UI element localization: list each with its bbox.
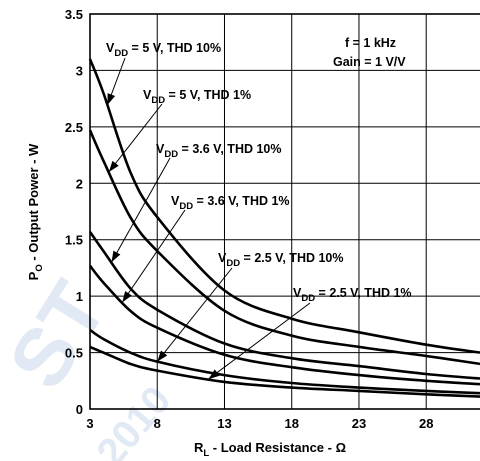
leader-line bbox=[156, 267, 233, 362]
series-line bbox=[88, 264, 480, 386]
series-line bbox=[88, 129, 480, 366]
x-tick-label: 23 bbox=[352, 416, 366, 431]
y-tick-label: 3.5 bbox=[65, 7, 83, 22]
y-axis-title-sub: O bbox=[34, 264, 45, 271]
series-line bbox=[89, 345, 480, 398]
y-tick-label: 1.5 bbox=[65, 233, 83, 248]
watermark-text: 2010 bbox=[89, 378, 180, 461]
leader-line bbox=[121, 209, 186, 303]
x-tick-label: 8 bbox=[154, 416, 161, 431]
y-tick-label: 2 bbox=[76, 176, 83, 191]
watermark-text: ST bbox=[0, 267, 125, 404]
series-line bbox=[88, 58, 480, 354]
leader-line bbox=[208, 302, 311, 380]
leader-arrowhead bbox=[107, 93, 116, 105]
x-tick-label: 18 bbox=[284, 416, 298, 431]
leader-line bbox=[108, 103, 163, 173]
x-axis-title: RL - Load Resistance - Ω bbox=[194, 440, 346, 459]
y-tick-label: 3 bbox=[76, 63, 83, 78]
series-label: VDD = 3.6 V, THD 10% bbox=[156, 142, 282, 160]
series-curves bbox=[88, 58, 480, 398]
annotation-frequency: f = 1 kHz bbox=[345, 36, 396, 50]
leader-arrowhead bbox=[122, 291, 132, 303]
leader-arrowhead bbox=[157, 350, 168, 362]
gridlines bbox=[90, 14, 480, 409]
series-line bbox=[88, 231, 480, 380]
leader-line bbox=[111, 157, 171, 263]
y-axis-title-rest: - Output Power - W bbox=[26, 143, 41, 264]
y-tick-label: 0.5 bbox=[65, 346, 83, 361]
series-label: VDD = 5 V, THD 10% bbox=[106, 41, 221, 59]
leader-arrowhead bbox=[208, 369, 220, 380]
y-tick-label: 1 bbox=[76, 289, 83, 304]
series-label: VDD = 3.6 V, THD 1% bbox=[171, 194, 290, 212]
leader-arrowhead bbox=[108, 160, 119, 172]
series-label: VDD = 5 V, THD 1% bbox=[143, 88, 251, 106]
series-line bbox=[89, 328, 480, 395]
leader-arrowhead bbox=[111, 250, 121, 263]
annotation-gain: Gain = 1 V/V bbox=[333, 55, 406, 69]
series-labels: VDD = 5 V, THD 10% VDD = 5 V, THD 1% VDD =… bbox=[106, 41, 412, 304]
series-label: VDD = 2.5 V, THD 1% bbox=[293, 286, 412, 304]
y-axis-title: PO - Output Power - W bbox=[26, 143, 45, 280]
y-tick-label: 0 bbox=[76, 402, 83, 417]
tick-labels: 3 8 13 18 23 28 0 0.5 1 1.5 2 2.5 3 3.5 bbox=[65, 7, 434, 431]
label-leaders bbox=[107, 57, 311, 380]
y-axis-title-main: P bbox=[26, 271, 41, 280]
x-tick-label: 13 bbox=[217, 416, 231, 431]
plot-frame bbox=[89, 13, 480, 410]
x-tick-label: 3 bbox=[86, 416, 93, 431]
x-axis-title-main: R bbox=[194, 440, 204, 455]
x-tick-label: 28 bbox=[419, 416, 433, 431]
x-axis-title-rest: - Load Resistance - Ω bbox=[209, 440, 346, 455]
series-label: VDD = 2.5 V, THD 10% bbox=[218, 251, 344, 269]
y-tick-label: 2.5 bbox=[65, 120, 83, 135]
x-axis-title-sub: L bbox=[203, 448, 209, 459]
